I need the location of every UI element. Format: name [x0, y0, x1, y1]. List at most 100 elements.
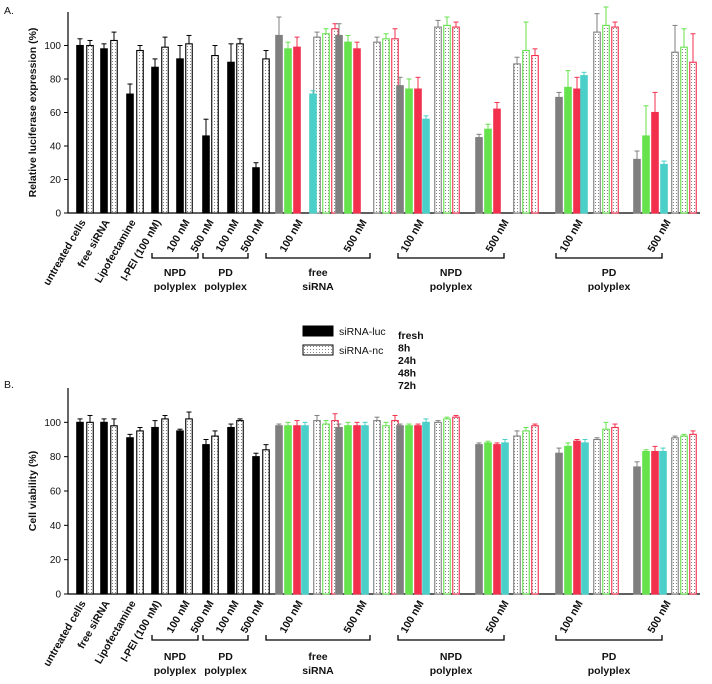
y-tick-label: 80	[50, 75, 62, 86]
bar-luc	[202, 135, 210, 214]
x-tick-label: 100 nM	[557, 598, 585, 635]
group-label: free	[308, 267, 327, 279]
bar-luc	[126, 93, 134, 214]
y-tick-label: 100	[44, 418, 61, 429]
bar-luc	[227, 61, 235, 214]
bar-luc-time	[293, 46, 301, 214]
x-tick-label: 500 nM	[645, 598, 673, 635]
group-label: NPD	[164, 651, 187, 663]
group-label: PD	[218, 267, 233, 279]
y-tick-label: 0	[55, 209, 61, 220]
bar-luc-time	[284, 425, 292, 595]
bar-nc-time	[671, 51, 679, 214]
bar-luc-72h	[501, 442, 509, 595]
bar-luc	[176, 430, 184, 595]
bar-luc	[76, 44, 84, 214]
bar-luc	[176, 58, 184, 214]
bar-nc	[211, 435, 219, 595]
panel-label: B.	[4, 379, 14, 391]
group-label: PD	[218, 651, 233, 663]
bar-luc	[151, 426, 159, 595]
group-label: siRNA	[302, 281, 334, 293]
bar-luc-time	[484, 128, 492, 214]
x-tick-label: 100 nM	[398, 217, 426, 254]
bar-luc-time	[414, 88, 422, 214]
group-label: PD	[602, 267, 617, 279]
bar-nc-time	[680, 46, 688, 214]
group-bracket	[397, 253, 505, 259]
bar-luc	[252, 167, 260, 214]
group-label: polyplex	[154, 281, 197, 293]
bar-luc	[76, 421, 84, 595]
x-tick-label: 500 nM	[483, 598, 511, 635]
panel-label: A.	[4, 5, 14, 17]
bar-nc-time	[382, 425, 390, 595]
y-axis-label: Relative luciferase expression (%)	[27, 28, 39, 198]
bar-nc-time	[452, 26, 460, 214]
bar-luc-72h	[422, 118, 430, 214]
bar-nc	[262, 58, 270, 214]
bar-nc-time	[513, 435, 521, 595]
bar-luc-time	[555, 96, 563, 214]
bar-nc-time	[443, 418, 451, 595]
group-bracket	[202, 253, 249, 259]
bar-luc-time	[396, 425, 404, 595]
bar-nc	[86, 44, 94, 214]
legend-label-luc: siRNA-luc	[339, 326, 386, 338]
bar-luc-time	[475, 444, 483, 595]
bar-luc-time	[353, 425, 361, 595]
x-tick-label: 500 nM	[645, 217, 673, 254]
y-tick-label: 60	[50, 108, 62, 119]
group-label: polyplex	[588, 665, 631, 677]
bar-luc	[227, 426, 235, 595]
bar-nc	[161, 46, 169, 214]
legend-time-fresh: fresh	[398, 330, 424, 342]
group-label: polyplex	[154, 665, 197, 677]
bar-luc-time	[564, 445, 572, 595]
group-bracket	[202, 635, 249, 641]
bar-nc-time	[452, 416, 460, 595]
bar-nc	[110, 39, 118, 214]
y-tick-label: 20	[50, 555, 62, 566]
y-axis-label: Cell viability (%)	[27, 451, 39, 532]
bar-luc	[126, 437, 134, 595]
bar-nc	[136, 430, 144, 595]
bar-luc-time	[284, 48, 292, 214]
bar-luc-time	[564, 86, 572, 214]
bar-nc-time	[513, 63, 521, 214]
bar-nc-time	[443, 24, 451, 214]
group-label: polyplex	[588, 281, 631, 293]
bar-nc	[185, 418, 193, 595]
bar-luc-time	[484, 442, 492, 595]
bar-luc-72h	[660, 163, 668, 214]
bar-nc-time	[434, 421, 442, 595]
bar-nc-time	[611, 426, 619, 595]
group-label: NPD	[440, 267, 463, 279]
bar-luc-72h	[301, 425, 309, 595]
bar-nc	[236, 43, 244, 214]
y-tick-label: 100	[44, 41, 61, 52]
x-tick-label: 100 nM	[398, 598, 426, 635]
y-tick-label: 0	[55, 590, 61, 601]
bar-nc-time	[522, 49, 530, 214]
bar-nc	[236, 420, 244, 595]
bar-nc-time	[602, 24, 610, 214]
legend-label-nc: siRNA-nc	[339, 345, 383, 357]
bar-nc-time	[531, 425, 539, 595]
bar-luc-72h	[581, 442, 589, 595]
bar-luc-time	[293, 425, 301, 595]
bar-nc-time	[611, 26, 619, 214]
group-label: NPD	[440, 651, 463, 663]
bar-luc	[151, 66, 159, 214]
bar-luc-time	[414, 425, 422, 595]
group-label: polyplex	[430, 281, 473, 293]
group-bracket	[397, 635, 505, 641]
y-tick-label: 40	[50, 521, 62, 532]
bar-nc	[262, 449, 270, 595]
x-tick-label: 500 nM	[341, 217, 369, 254]
y-tick-label: 80	[50, 452, 62, 463]
legend-time-48h: 48h	[398, 368, 416, 380]
bar-luc-time	[642, 135, 650, 214]
bar-nc-time	[373, 41, 381, 214]
